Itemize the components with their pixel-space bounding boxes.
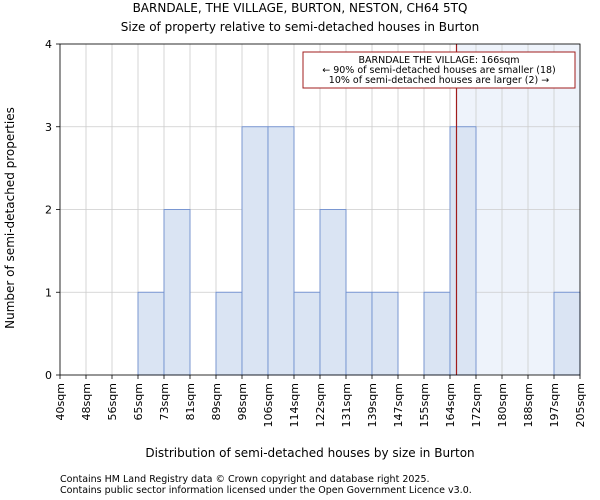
y-tick-label: 4 <box>45 38 52 51</box>
x-tick-labels: 40sqm 48sqm 56sqm 65sqm 73sqm 81sqm 89sqm 98sqm… <box>54 375 587 427</box>
x-tick-label: 180sqm <box>496 383 509 427</box>
x-tick-label: 73sqm <box>158 383 171 420</box>
x-tick-label: 155sqm <box>418 383 431 427</box>
x-tick-label: 81sqm <box>184 383 197 420</box>
footer-line-1: Contains HM Land Registry data © Crown c… <box>60 474 430 485</box>
y-tick-labels: 0 1 2 3 4 <box>45 38 60 382</box>
y-tick-label: 0 <box>45 369 52 382</box>
chart-title: BARNDALE, THE VILLAGE, BURTON, NESTON, C… <box>133 1 468 15</box>
x-axis-label: Distribution of semi-detached houses by … <box>145 446 474 460</box>
x-tick-label: 114sqm <box>288 383 301 427</box>
x-tick-label: 139sqm <box>366 383 379 427</box>
x-tick-label: 131sqm <box>340 383 353 427</box>
bar-114sqm <box>293 291 321 376</box>
x-tick-label: 197sqm <box>548 383 561 427</box>
bar-164sqm <box>449 126 477 376</box>
annotation-line-3: 10% of semi-detached houses are larger (… <box>329 75 549 86</box>
x-tick-label: 188sqm <box>522 383 535 427</box>
footer-line-2: Contains public sector information licen… <box>60 485 472 496</box>
x-tick-label: 65sqm <box>132 383 145 420</box>
bar-139sqm <box>371 291 399 376</box>
x-tick-label: 106sqm <box>262 383 275 427</box>
x-tick-label: 48sqm <box>80 383 93 420</box>
bar-98sqm <box>241 126 269 376</box>
x-tick-label: 89sqm <box>210 383 223 420</box>
bar-89sqm <box>215 291 243 376</box>
x-tick-label: 122sqm <box>314 383 327 427</box>
annotation-border <box>302 51 576 89</box>
bar-106sqm <box>267 126 295 376</box>
x-tick-label: 40sqm <box>54 383 67 420</box>
y-tick-label: 3 <box>45 121 52 134</box>
bar-197sqm <box>553 291 581 376</box>
x-tick-label: 98sqm <box>236 383 249 420</box>
bar-155sqm <box>423 291 451 376</box>
y-tick-label: 1 <box>45 286 52 299</box>
annotation-line-2: ← 90% of semi-detached houses are smalle… <box>322 65 556 76</box>
bar-73sqm <box>163 209 191 376</box>
bar-122sqm <box>319 209 347 376</box>
x-tick-label: 164sqm <box>444 383 457 427</box>
x-tick-label: 56sqm <box>106 383 119 420</box>
y-axis-label: Number of semi-detached properties <box>3 107 17 329</box>
y-tick-label: 2 <box>45 204 52 217</box>
annotation-line-1: BARNDALE THE VILLAGE: 166sqm <box>358 55 519 66</box>
bar-layer <box>137 126 581 376</box>
x-tick-label: 172sqm <box>470 383 483 427</box>
x-tick-label: 205sqm <box>574 383 587 427</box>
annotation-box: BARNDALE THE VILLAGE: 166sqm ← 90% of se… <box>302 51 576 89</box>
bar-131sqm <box>345 291 373 376</box>
bar-65sqm <box>137 291 165 376</box>
chart-subtitle: Size of property relative to semi-detach… <box>121 20 479 34</box>
x-tick-label: 147sqm <box>392 383 405 427</box>
